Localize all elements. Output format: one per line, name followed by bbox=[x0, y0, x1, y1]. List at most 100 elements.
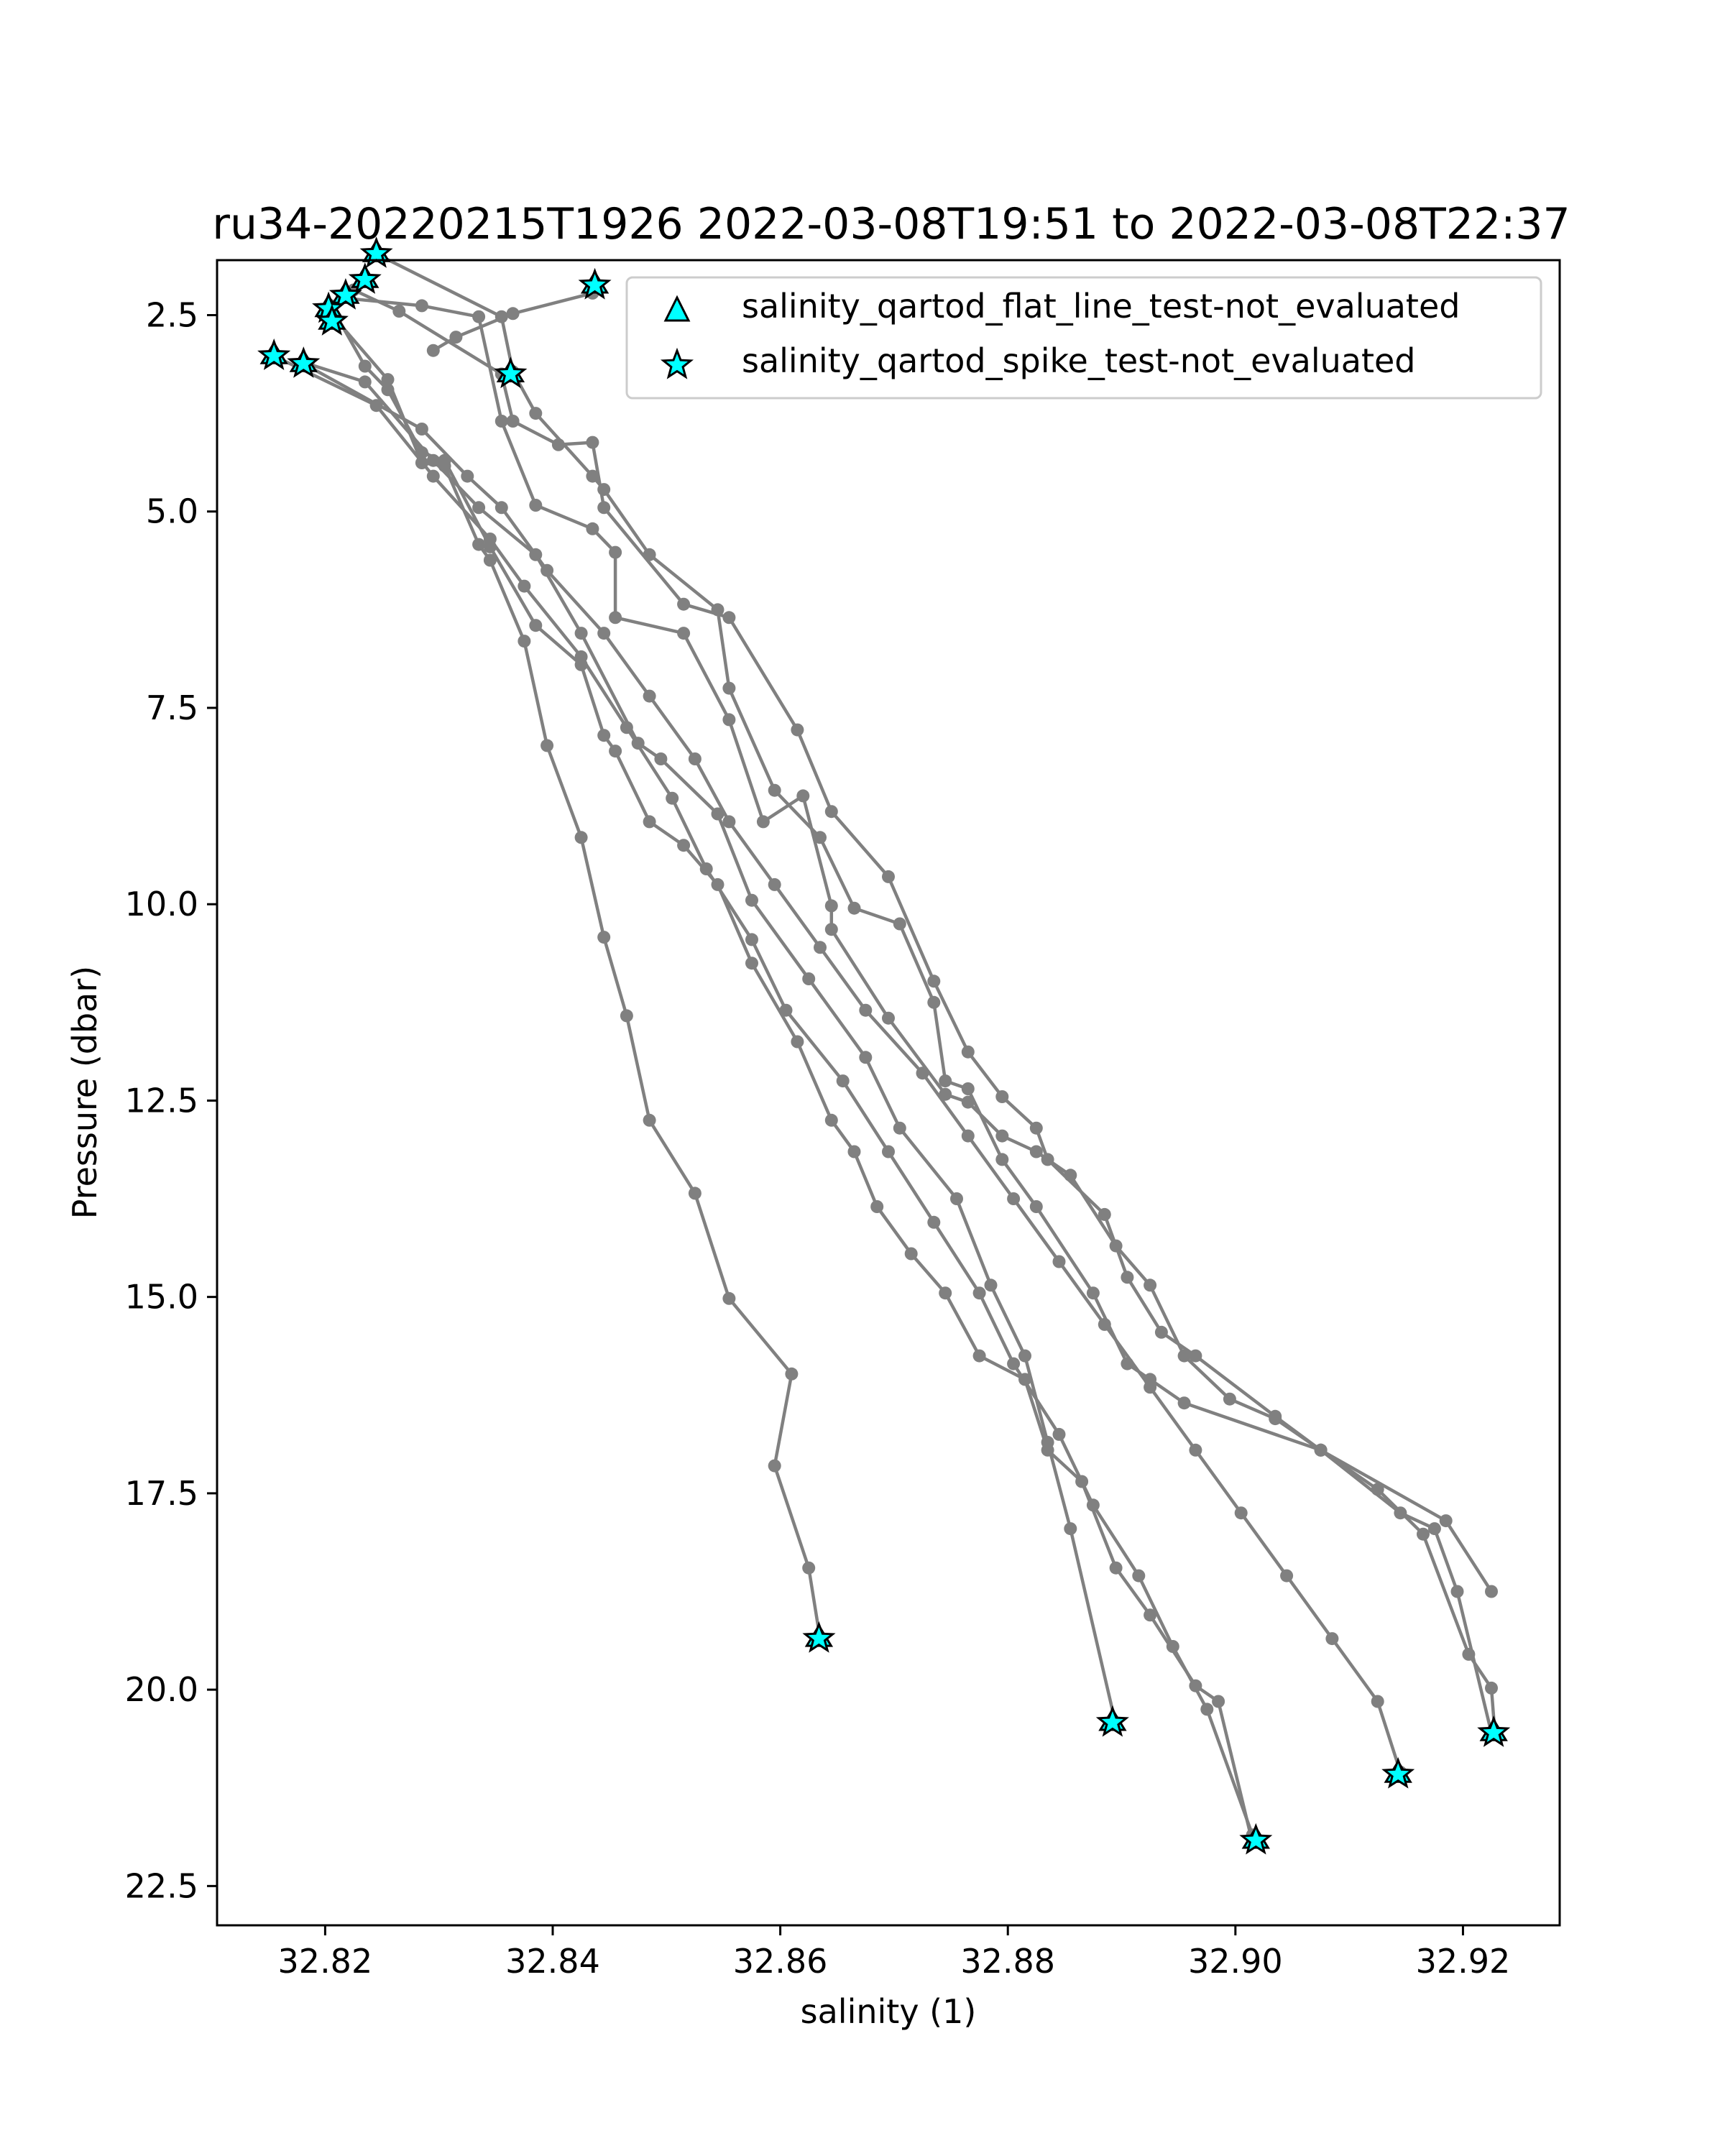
y-tick-label: 22.5 bbox=[125, 1866, 198, 1905]
data-point bbox=[1200, 1703, 1214, 1716]
data-point bbox=[1234, 1506, 1248, 1520]
data-point bbox=[722, 815, 736, 829]
data-point bbox=[643, 548, 656, 561]
legend-label-flat-line: salinity_qartod_flat_line_test-not_evalu… bbox=[742, 287, 1460, 326]
data-point bbox=[939, 1286, 952, 1300]
data-point bbox=[643, 689, 656, 703]
data-point bbox=[1029, 1200, 1043, 1213]
x-tick-label: 32.88 bbox=[960, 1942, 1055, 1981]
data-point bbox=[927, 1215, 941, 1229]
data-point bbox=[677, 597, 691, 611]
data-point bbox=[1154, 1325, 1168, 1339]
data-point bbox=[927, 995, 941, 1009]
data-point bbox=[1144, 1279, 1157, 1292]
data-point bbox=[597, 501, 611, 515]
legend: salinity_qartod_flat_line_test-not_evalu… bbox=[625, 276, 1542, 400]
data-point bbox=[1189, 1349, 1202, 1363]
data-point bbox=[1098, 1317, 1111, 1331]
data-point bbox=[1223, 1392, 1236, 1406]
data-point bbox=[1417, 1527, 1430, 1541]
spike-flag-marker bbox=[1477, 1715, 1511, 1747]
legend-triangle-icon bbox=[663, 295, 691, 322]
data-point bbox=[540, 739, 554, 752]
data-point bbox=[609, 745, 622, 758]
x-axis: 32.82 32.84 32.86 32.88 32.90 32.92 bbox=[278, 1925, 1511, 1981]
data-point bbox=[893, 1121, 906, 1135]
data-point bbox=[392, 305, 406, 318]
x-axis-label: salinity (1) bbox=[801, 1992, 977, 2031]
data-point bbox=[1212, 1695, 1225, 1708]
data-point bbox=[791, 1035, 804, 1049]
data-point bbox=[620, 721, 633, 734]
data-point bbox=[1485, 1681, 1498, 1695]
data-point bbox=[529, 499, 543, 512]
data-point bbox=[688, 1187, 702, 1200]
data-point bbox=[654, 752, 668, 765]
spike-flag-marker bbox=[287, 346, 321, 378]
data-point bbox=[927, 975, 941, 988]
data-point bbox=[1144, 1608, 1157, 1622]
data-point bbox=[381, 373, 395, 387]
data-point bbox=[1177, 1396, 1191, 1410]
data-point bbox=[540, 563, 554, 577]
data-point bbox=[472, 310, 486, 323]
data-point bbox=[426, 469, 440, 483]
data-point bbox=[824, 805, 838, 819]
data-point bbox=[1325, 1632, 1339, 1646]
data-point bbox=[483, 533, 497, 545]
spike-flag-marker bbox=[257, 338, 291, 370]
data-point bbox=[1269, 1409, 1282, 1423]
data-point bbox=[722, 681, 736, 695]
data-point bbox=[494, 415, 508, 428]
data-point bbox=[756, 815, 770, 829]
data-point bbox=[1485, 1585, 1498, 1598]
data-point bbox=[785, 1367, 799, 1381]
data-point bbox=[916, 1067, 929, 1080]
data-point bbox=[995, 1090, 1009, 1103]
data-point bbox=[995, 1153, 1009, 1166]
y-tick-label: 7.5 bbox=[146, 688, 198, 727]
data-point bbox=[574, 650, 588, 663]
data-point bbox=[995, 1129, 1009, 1143]
data-point bbox=[1439, 1514, 1453, 1528]
data-point bbox=[677, 627, 691, 640]
spike-flag-marker bbox=[494, 356, 528, 389]
x-tick-label: 32.92 bbox=[1416, 1942, 1511, 1981]
data-point bbox=[779, 1003, 793, 1017]
data-point bbox=[1427, 1522, 1441, 1536]
x-tick-label: 32.82 bbox=[278, 1942, 373, 1981]
y-tick-label: 17.5 bbox=[125, 1474, 198, 1513]
data-point bbox=[574, 831, 588, 844]
data-point bbox=[1371, 1695, 1384, 1708]
data-point bbox=[1450, 1585, 1464, 1598]
legend-label-spike: salinity_qartod_spike_test-not_evaluated bbox=[742, 341, 1415, 380]
data-point bbox=[722, 1291, 736, 1305]
data-point bbox=[882, 870, 895, 883]
y-tick-label: 2.5 bbox=[146, 296, 198, 335]
data-point bbox=[529, 619, 543, 632]
data-point bbox=[586, 522, 599, 535]
data-point bbox=[824, 1113, 838, 1127]
spike-flag-marker bbox=[578, 267, 612, 300]
data-point bbox=[609, 611, 622, 625]
data-point bbox=[666, 791, 679, 805]
data-point bbox=[1132, 1569, 1146, 1583]
profile-line-8 bbox=[307, 364, 1402, 1773]
data-point bbox=[859, 1051, 873, 1064]
spike-flag-marker bbox=[328, 277, 362, 310]
data-point bbox=[961, 1082, 975, 1095]
data-point bbox=[506, 307, 520, 321]
spike-flag-marker bbox=[802, 1621, 836, 1653]
data-point bbox=[597, 931, 611, 944]
data-point bbox=[893, 917, 906, 931]
data-point bbox=[972, 1349, 986, 1363]
spike-flag-marker bbox=[348, 262, 382, 294]
data-point bbox=[824, 923, 838, 936]
data-point bbox=[1121, 1271, 1134, 1284]
data-point bbox=[1109, 1561, 1123, 1575]
data-point bbox=[1189, 1443, 1202, 1457]
data-point bbox=[745, 957, 758, 970]
data-point bbox=[472, 538, 486, 551]
data-point bbox=[449, 331, 463, 344]
